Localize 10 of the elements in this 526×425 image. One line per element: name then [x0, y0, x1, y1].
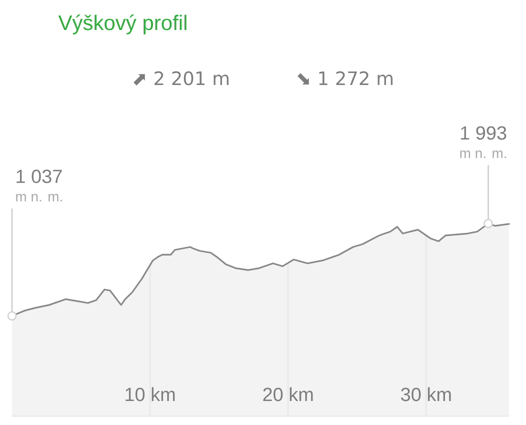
annotation: m n. m. — [16, 194, 62, 202]
annotation: m n. m. — [460, 150, 506, 158]
x-tick-label: 20 km — [263, 387, 313, 402]
text: 1 037 — [16, 170, 62, 184]
text: ⬈ 2 201 m — [134, 71, 229, 86]
text: ⬊ 1 272 m — [298, 71, 393, 85]
x-tick-label: 10 km — [126, 387, 175, 402]
chart-title: Výškový profil — [58, 14, 186, 34]
x-tick-label: 30 km — [401, 387, 451, 402]
text: 1 993 — [460, 126, 506, 140]
